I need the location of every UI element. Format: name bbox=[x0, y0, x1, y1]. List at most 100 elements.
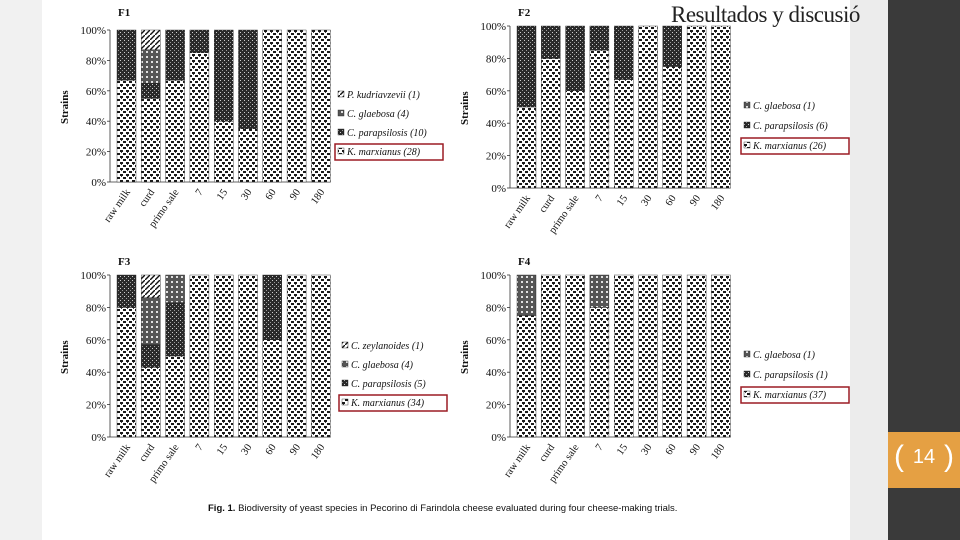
x-tick-label: raw milk bbox=[102, 442, 133, 480]
y-tick-label: 60% bbox=[486, 86, 506, 98]
legend-label: K. marxianus (26) bbox=[752, 141, 827, 152]
bar-segment bbox=[589, 25, 610, 51]
bar-segment bbox=[165, 302, 185, 357]
legend-swatch bbox=[743, 101, 751, 109]
y-tick-label: 80% bbox=[486, 53, 506, 65]
bar-segment bbox=[589, 50, 610, 189]
bar-segment bbox=[541, 58, 561, 189]
y-axis-label: Strains bbox=[459, 340, 471, 374]
bar-segment bbox=[213, 29, 234, 122]
bar-segment bbox=[638, 25, 658, 189]
brace-right-icon: ) bbox=[944, 440, 954, 473]
bar-segment bbox=[141, 82, 161, 99]
y-tick-label: 60% bbox=[86, 335, 106, 347]
x-tick-label: 60 bbox=[264, 187, 279, 202]
figure-caption: Fig. 1. Biodiversity of yeast species in… bbox=[208, 503, 677, 514]
legend-highlight-box bbox=[338, 394, 448, 412]
legend-label: C. glaebosa (1) bbox=[753, 350, 816, 361]
bar-segment bbox=[311, 29, 331, 183]
bar-segment bbox=[262, 29, 282, 183]
legend-swatch bbox=[743, 121, 751, 129]
x-tick-label: 60 bbox=[264, 442, 279, 457]
y-tick-label: 80% bbox=[486, 302, 506, 314]
x-tick-label: 60 bbox=[664, 193, 679, 208]
y-tick-label: 40% bbox=[86, 116, 106, 128]
x-tick-label: 90 bbox=[288, 442, 303, 457]
bar-segment bbox=[141, 297, 161, 345]
x-tick-label: raw milk bbox=[502, 193, 533, 231]
x-tick-label: 7 bbox=[194, 187, 206, 198]
x-tick-label: 7 bbox=[594, 442, 606, 453]
x-tick-label: 7 bbox=[194, 442, 206, 453]
bar-segment bbox=[286, 29, 307, 183]
y-axis-label: Strains bbox=[59, 90, 71, 124]
legend-highlight-box bbox=[334, 143, 444, 161]
bar-segment bbox=[516, 106, 537, 189]
legend-label: P. kudriavzevii (1) bbox=[346, 90, 421, 101]
x-tick-label: raw milk bbox=[102, 187, 133, 225]
x-tick-label: curd bbox=[138, 187, 158, 209]
legend-label: K. marxianus (28) bbox=[346, 147, 421, 158]
legend-swatch bbox=[337, 109, 345, 117]
right-margin bbox=[850, 0, 888, 540]
y-tick-label: 80% bbox=[86, 55, 106, 67]
bar-segment bbox=[516, 274, 537, 316]
bar-segment bbox=[565, 274, 585, 438]
x-tick-label: 60 bbox=[664, 442, 679, 457]
y-tick-label: 100% bbox=[80, 270, 106, 282]
bar-segment bbox=[213, 120, 234, 183]
bar-segment bbox=[711, 274, 731, 438]
slide-title: Resultados y discusió bbox=[671, 2, 860, 27]
y-tick-label: 80% bbox=[86, 302, 106, 314]
legend-swatch bbox=[341, 398, 349, 406]
legend-swatch bbox=[743, 141, 751, 149]
bar-segment bbox=[141, 344, 161, 368]
x-tick-label: 30 bbox=[239, 442, 254, 457]
bar-segment bbox=[165, 274, 185, 303]
legend-swatch bbox=[337, 147, 345, 155]
y-tick-label: 0% bbox=[91, 432, 106, 444]
x-tick-label: raw milk bbox=[502, 442, 533, 480]
y-tick-label: 100% bbox=[480, 21, 506, 33]
brace-left-icon: ( bbox=[894, 440, 904, 473]
bar-segment bbox=[662, 25, 682, 67]
y-tick-label: 60% bbox=[86, 86, 106, 98]
bar-segment bbox=[662, 274, 682, 438]
y-tick-label: 0% bbox=[91, 177, 106, 189]
legend-label: C. parapsilosis (1) bbox=[753, 370, 828, 381]
bar-segment bbox=[589, 307, 610, 438]
bar-segment bbox=[238, 274, 258, 438]
x-tick-label: 15 bbox=[215, 442, 230, 457]
y-tick-label: 20% bbox=[486, 151, 506, 163]
bar-segment bbox=[662, 66, 682, 189]
bar-segment bbox=[614, 79, 634, 189]
x-tick-label: 90 bbox=[288, 187, 303, 202]
y-tick-label: 0% bbox=[491, 183, 506, 195]
bar-segment bbox=[286, 274, 307, 438]
legend-label: C. glaebosa (4) bbox=[347, 109, 410, 120]
bar-segment bbox=[213, 274, 234, 438]
x-tick-label: 15 bbox=[215, 187, 230, 202]
legend-label: K. marxianus (37) bbox=[752, 390, 827, 401]
x-tick-label: curd bbox=[538, 442, 558, 464]
bar-segment bbox=[141, 367, 161, 438]
legend-label: C. zeylanoides (1) bbox=[351, 341, 424, 352]
legend-label: C. parapsilosis (6) bbox=[753, 121, 828, 132]
y-tick-label: 20% bbox=[86, 147, 106, 159]
y-axis-label: Strains bbox=[59, 340, 71, 374]
bar-segment bbox=[614, 25, 634, 80]
page-number-badge: ( 14 ) bbox=[888, 432, 960, 488]
legend-swatch bbox=[337, 128, 345, 136]
bar-segment bbox=[141, 274, 161, 298]
x-tick-label: 90 bbox=[688, 193, 703, 208]
chart-title: F3 bbox=[118, 256, 131, 268]
bar-segment bbox=[711, 25, 731, 189]
bar-segment bbox=[565, 90, 585, 189]
legend-swatch bbox=[743, 390, 751, 398]
legend-label: K. marxianus (34) bbox=[350, 398, 425, 409]
bar-segment bbox=[141, 49, 161, 84]
bar-segment bbox=[262, 339, 282, 438]
